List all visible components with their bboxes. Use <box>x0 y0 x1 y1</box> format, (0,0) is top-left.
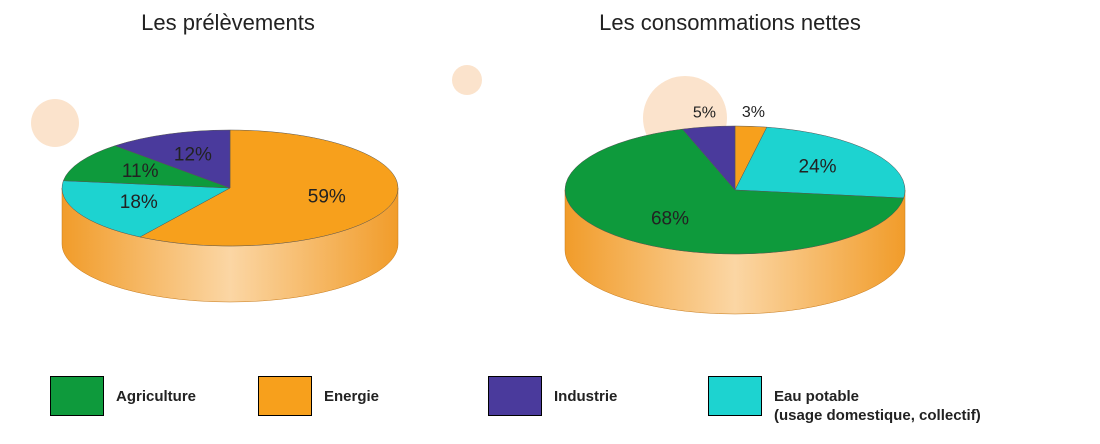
pie-slice <box>681 125 736 191</box>
legend-item: Eau potable (usage domestique, collectif… <box>708 376 981 425</box>
decor <box>31 99 79 147</box>
slice-label: 5% <box>693 105 716 122</box>
slice-label: 11% <box>122 161 159 182</box>
slice-label: 18% <box>120 192 158 213</box>
slice-label: 3% <box>742 104 765 121</box>
slice-label: 24% <box>799 156 837 177</box>
legend-label: Agriculture <box>116 388 197 405</box>
legend-label: Energie <box>324 388 380 405</box>
legend-swatch <box>258 376 312 416</box>
chart-title: Les consommations nettes <box>599 10 861 35</box>
legend-item: Agriculture <box>50 376 196 416</box>
legend-swatch <box>50 376 104 416</box>
slice-label: 68% <box>651 209 689 230</box>
legend-label: Eau potable (usage domestique, collectif… <box>774 388 981 424</box>
pie-slice <box>139 129 399 247</box>
pie-slice <box>61 180 231 238</box>
pie-slice <box>734 126 906 199</box>
legend-item: Industrie <box>488 376 617 416</box>
pie-slice <box>62 145 231 189</box>
slice-label: 12% <box>174 145 212 166</box>
slice-label: 59% <box>308 187 346 208</box>
legend-swatch <box>488 376 542 416</box>
chart-title: Les prélèvements <box>141 10 315 35</box>
legend-swatch <box>708 376 762 416</box>
legend-item: Energie <box>258 376 379 416</box>
legend-label: Industrie <box>554 388 618 405</box>
decor <box>452 65 482 95</box>
pie-slice <box>564 128 905 255</box>
pie-slice <box>114 129 231 189</box>
